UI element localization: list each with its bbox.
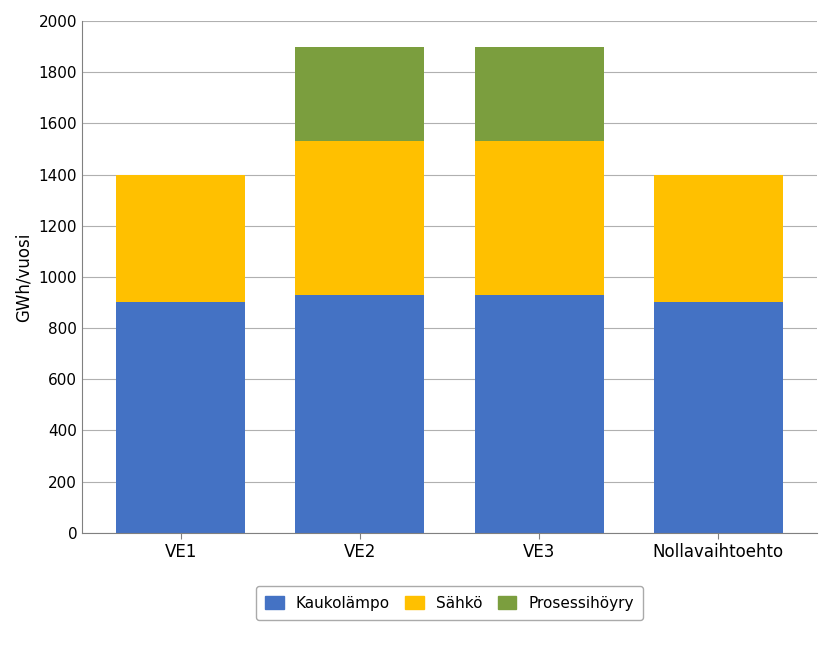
Bar bbox=[654, 175, 783, 303]
Bar bbox=[116, 303, 245, 533]
Bar bbox=[654, 303, 783, 533]
Y-axis label: GWh/vuosi: GWh/vuosi bbox=[15, 232, 33, 321]
Bar bbox=[474, 141, 604, 295]
Bar bbox=[474, 295, 604, 533]
Bar bbox=[474, 46, 604, 141]
Bar bbox=[295, 141, 424, 295]
Legend: Kaukolämpo, Sähkö, Prosessihöyry: Kaukolämpo, Sähkö, Prosessihöyry bbox=[256, 586, 643, 620]
Bar bbox=[295, 295, 424, 533]
Bar bbox=[295, 46, 424, 141]
Bar bbox=[116, 175, 245, 303]
